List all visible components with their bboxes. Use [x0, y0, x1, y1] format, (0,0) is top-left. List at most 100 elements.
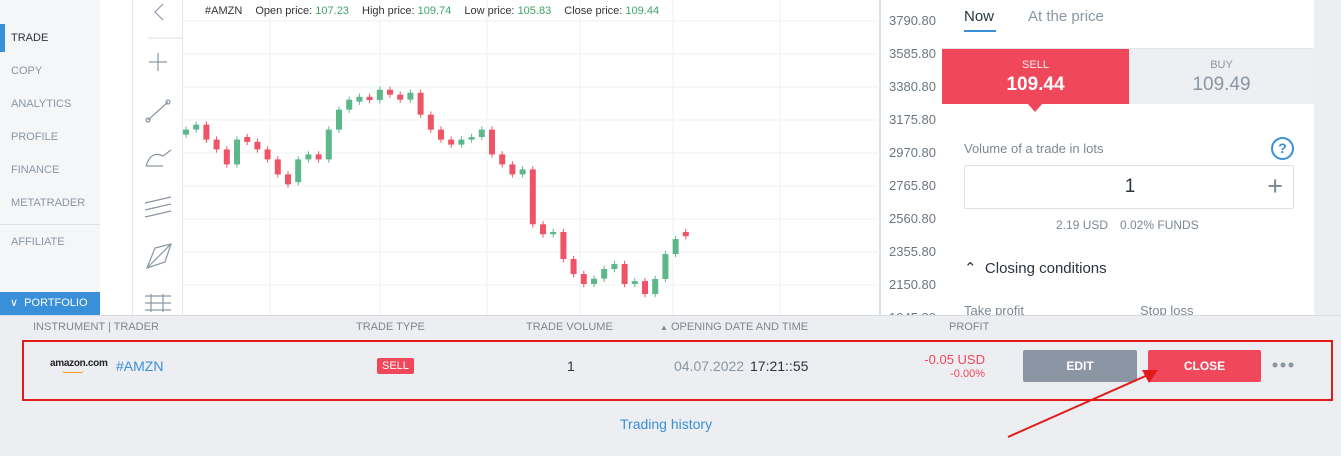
divider [0, 315, 1341, 316]
plus-button[interactable]: + [1267, 171, 1283, 201]
col-header: INSTRUMENT | TRADER [33, 321, 159, 333]
tab-underline [964, 30, 996, 32]
stat-value: 109.74 [417, 5, 452, 17]
buy-button[interactable]: BUY 109.49 [1129, 49, 1314, 104]
candle-body [356, 96, 363, 102]
scroll-gap [1314, 0, 1341, 315]
candle-body [223, 149, 230, 165]
candle-body [662, 254, 669, 280]
price-label: 1945.80 [889, 310, 936, 315]
price-label: 3790.80 [889, 13, 936, 28]
chart-bg [183, 0, 942, 315]
divider [0, 224, 100, 225]
tab-now[interactable]: Now [964, 8, 995, 25]
volume-value: 1 [1124, 176, 1136, 197]
candle-body [529, 169, 536, 225]
candle-body [193, 124, 200, 130]
col-label: OPENING DATE AND TIME [670, 321, 809, 333]
fib-icon[interactable] [145, 294, 171, 312]
volume-input[interactable]: 1 + [964, 165, 1294, 209]
candle-body [387, 89, 393, 95]
divider [942, 48, 1314, 49]
trading-history-link[interactable]: Trading history [620, 416, 713, 432]
closing-conditions[interactable]: ⌃ Closing conditions [964, 260, 1107, 277]
nav-item[interactable]: COPY [11, 65, 43, 77]
candle-body [672, 239, 679, 255]
candle-body [254, 141, 261, 150]
candle-body [305, 154, 312, 160]
close-button[interactable]: CLOSE [1148, 350, 1261, 382]
candle-body [427, 114, 434, 130]
candle-body [570, 259, 577, 275]
stat-label: Open price: [255, 5, 313, 17]
tab-price[interactable]: At the price [1028, 8, 1104, 25]
nav-item[interactable]: AFFILIATE [11, 236, 65, 248]
col-header: PROFIT [949, 321, 990, 333]
more-button[interactable] [1270, 360, 1296, 370]
candle-body [397, 94, 404, 100]
open-time: 17:21::55 [750, 358, 809, 374]
candle-body [458, 139, 465, 145]
stat-value: 109.44 [625, 5, 660, 17]
active-indicator [0, 24, 5, 52]
candle-body [642, 281, 648, 294]
gap [100, 0, 132, 315]
candle-body [682, 232, 689, 237]
price-label: 3175.80 [889, 112, 936, 127]
candle-body [203, 124, 210, 140]
instrument[interactable]: #AMZN [116, 358, 164, 374]
candle-body [264, 149, 271, 160]
candle-body [468, 137, 475, 140]
candle-body [417, 92, 424, 115]
annotation-arrow [1007, 370, 1158, 438]
stat-label: Close price: [564, 5, 623, 17]
nav-item[interactable]: ANALYTICS [11, 98, 72, 110]
fee: 2.19 USD [1056, 218, 1109, 232]
stat-label: Low price: [464, 5, 515, 17]
sort-icon: ▲ [660, 323, 668, 332]
nav-item[interactable]: TRADE [11, 32, 49, 44]
candle-body [519, 169, 526, 175]
crosshair-icon[interactable] [149, 53, 167, 71]
candle-body [183, 129, 189, 135]
candle-body [499, 154, 506, 165]
edit-button[interactable]: EDIT [1023, 350, 1137, 382]
sidebar: TRADE COPY ANALYTICS PROFILE FINANCE MET… [0, 0, 100, 315]
shape-icon[interactable] [145, 243, 172, 269]
ohlc-stats: #AMZN Open price: 107.23 High price: 109… [205, 5, 669, 17]
price-label: 3380.80 [889, 79, 936, 94]
logo-smile [62, 370, 84, 373]
candle-body [407, 92, 414, 100]
candle-body [315, 154, 322, 160]
nav-item[interactable]: FINANCE [11, 164, 60, 176]
portfolio-tab[interactable]: ∨ PORTFOLIO [0, 292, 100, 315]
chart: 3790.80 3585.80 3380.80 3175.80 2970.80 2765.… [183, 0, 942, 315]
candle-body [285, 174, 291, 185]
stop-loss: Stop loss [1140, 303, 1194, 315]
candle-body [448, 139, 455, 145]
buy-price: 109.49 [1192, 74, 1251, 95]
candle-body [540, 224, 546, 235]
help-icon[interactable]: ? [1271, 137, 1294, 160]
channel-icon[interactable] [144, 196, 172, 218]
nav-item[interactable]: METATRADER [11, 197, 86, 209]
candle-body [438, 129, 444, 140]
trade-volume: 1 [567, 358, 575, 374]
tool-icons [144, 3, 182, 312]
price-label: 2765.80 [889, 178, 936, 193]
candle-body [234, 139, 240, 165]
line-icon[interactable] [147, 101, 169, 121]
candle-body [560, 232, 567, 260]
stat-value: 107.23 [315, 5, 349, 17]
sell-button[interactable]: SELL 109.44 [942, 49, 1129, 104]
col-header: TRADE TYPE [356, 321, 425, 333]
candle-body [274, 159, 281, 175]
candle-body [244, 137, 251, 142]
col-header[interactable]: ▲ OPENING DATE AND TIME [660, 321, 808, 333]
candle-body [325, 129, 332, 160]
pitch-icon[interactable] [145, 149, 172, 167]
nav-item[interactable]: PROFILE [11, 131, 59, 143]
volume-label: Volume of a trade in lots [964, 141, 1104, 156]
back-icon[interactable] [154, 3, 164, 21]
